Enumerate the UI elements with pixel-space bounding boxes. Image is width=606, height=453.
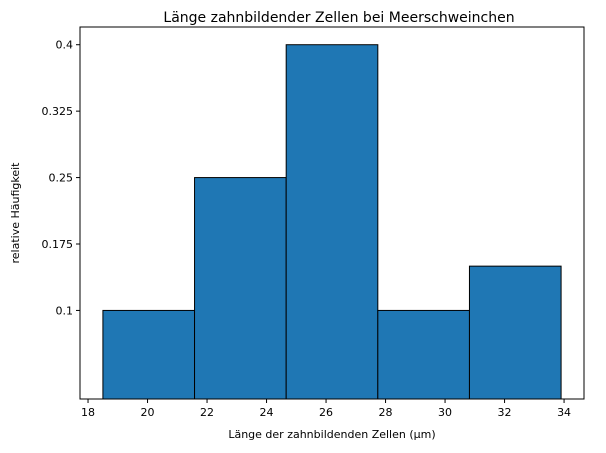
y-tick-label: 0.325 bbox=[42, 105, 74, 118]
x-tick-label: 18 bbox=[81, 406, 95, 419]
x-tick-label: 28 bbox=[379, 406, 393, 419]
plot-frame bbox=[79, 26, 585, 400]
x-tick-label: 20 bbox=[141, 406, 155, 419]
histogram-bar-4 bbox=[377, 309, 470, 400]
x-axis-label: Länge der zahnbildenden Zellen (µm) bbox=[228, 428, 435, 441]
x-tick-label: 24 bbox=[260, 406, 274, 419]
y-tick-label: 0.4 bbox=[56, 39, 74, 52]
histogram-bar-1 bbox=[102, 309, 196, 400]
x-ticks-group: 18 20 22 24 26 28 30 32 34 bbox=[81, 399, 571, 419]
x-tick-label: 22 bbox=[200, 406, 214, 419]
histogram-bar-3 bbox=[285, 44, 379, 400]
y-ticks-group: 0.1 0.175 0.25 0.325 0.4 bbox=[42, 39, 80, 317]
y-tick-label: 0.175 bbox=[42, 238, 74, 251]
y-axis-label: relative Häufigkeit bbox=[9, 162, 22, 264]
histogram-bar-5 bbox=[468, 265, 562, 400]
x-tick-label: 26 bbox=[319, 406, 333, 419]
x-tick-label: 30 bbox=[438, 406, 452, 419]
x-tick-label: 32 bbox=[498, 406, 512, 419]
y-tick-label: 0.1 bbox=[56, 304, 74, 317]
x-tick-label: 34 bbox=[557, 406, 571, 419]
bars-group bbox=[102, 44, 562, 400]
chart-title: Länge zahnbildender Zellen bei Meerschwe… bbox=[163, 10, 514, 26]
histogram-bar-2 bbox=[194, 177, 287, 400]
y-tick-label: 0.25 bbox=[49, 172, 74, 185]
